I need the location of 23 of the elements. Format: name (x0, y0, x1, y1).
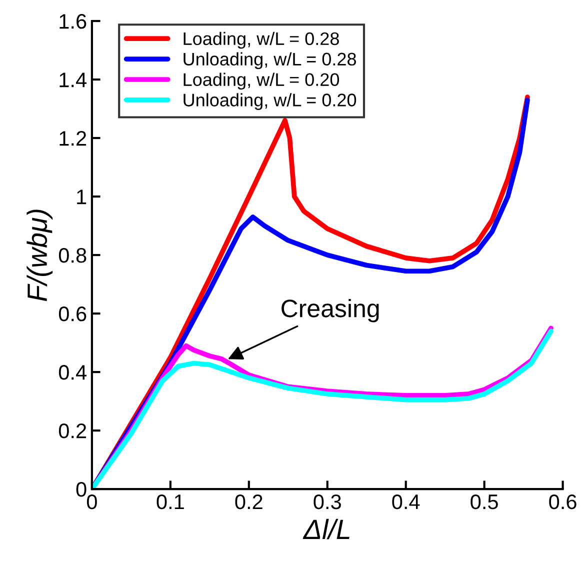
y-tick-label: 1.6 (60, 14, 86, 29)
x-tick-label: 0.5 (470, 494, 498, 510)
x-tick-label: 0.2 (235, 494, 262, 510)
legend-label: Unloading, w/L = 0.20 (184, 93, 356, 110)
y-tick-label: 1 (77, 190, 86, 204)
y-tick-label: 0.8 (58, 248, 86, 263)
y-tick-label: 0.6 (58, 306, 86, 322)
legend-label: Loading, w/L = 0.20 (184, 72, 340, 90)
x-axis-title: Δl/L (302, 518, 350, 540)
x-tick-label: 0 (86, 494, 97, 510)
y-tick-label: 0.4 (58, 365, 86, 380)
x-tick-label: 0.6 (549, 494, 576, 510)
y-axis-title: F/(wbμ) (26, 210, 53, 302)
legend-label: Loading, w/L = 0.28 (184, 32, 339, 49)
annotation: Creasing (282, 298, 379, 322)
legend-label: Unloading, w/L = 0.28 (184, 52, 356, 70)
x-tick-label: 0.3 (314, 494, 341, 510)
x-tick-label: 0.1 (156, 494, 184, 510)
y-tick-label: 0 (76, 482, 86, 497)
y-tick-label: 1.4 (60, 72, 86, 88)
y-tick-label: 1.2 (60, 131, 86, 146)
x-tick-label: 0.4 (392, 494, 420, 510)
y-tick-label: 0.2 (58, 424, 86, 438)
